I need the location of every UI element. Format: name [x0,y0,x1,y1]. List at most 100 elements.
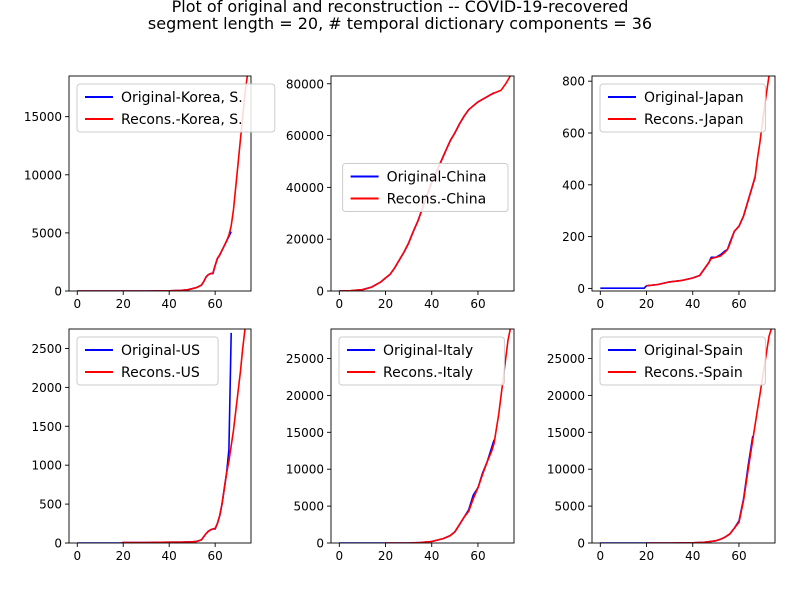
figure-title-line-2: segment length = 20, # temporal dictiona… [147,14,653,33]
x-tick-label: 0 [73,297,81,311]
y-tick-label: 15000 [286,426,324,440]
legend-label-original: Original-Italy [383,343,473,359]
axes-frame [591,328,776,544]
legend: Original-Italy Recons.-Italy [338,336,505,386]
y-tick-label: 0 [577,282,585,296]
legend-label-original: Original-Korea, S. [121,90,243,106]
y-tick-label: 25000 [286,352,324,366]
y-tick-label: 500 [39,498,62,512]
subplot-2: 0 20 40 60 0 20000 40000 60000 80000 Original-Chi… [286,75,515,311]
y-tick-label: 0 [54,285,62,299]
legend: Original-Korea, S. Recons.-Korea, S. [76,83,276,133]
y-tick-label: 20000 [286,233,324,247]
series-line-reconstruction [385,329,512,543]
x-tick-label: 40 [685,297,700,311]
figure-title-line-1: Plot of original and reconstruction -- C… [171,0,629,16]
legend-label-original: Original-China [387,170,487,186]
y-tick-label: 0 [577,537,585,551]
subplot-4: 0 20 40 60 0 500 1000 1500 2000 2500 Original-US Re… [31,328,252,563]
legend-label-reconstruction: Recons.-US [121,365,200,381]
y-tick-label: 800 [562,75,585,89]
legend-label-original: Original-Spain [644,343,743,359]
axes-frame [68,75,252,292]
x-tick-label: 40 [685,549,700,563]
subplot-5: 0 20 40 60 0 5000 10000 15000 20000 25000 Original… [286,328,515,563]
x-tick-label: 60 [208,549,223,563]
x-tick-label: 0 [596,549,604,563]
legend-box [342,163,509,212]
y-tick-label: 200 [562,230,585,244]
legend: Original-Spain Recons.-Spain [599,336,766,386]
y-tick-label: 600 [562,126,585,140]
series-line-original [339,439,495,543]
y-tick-label: 400 [562,178,585,192]
x-tick-label: 20 [639,297,654,311]
series-line-reconstruction [646,76,770,287]
legend-label-reconstruction: Recons.-Spain [644,365,743,381]
y-tick-label: 1000 [31,459,62,473]
legend: Original-US Recons.-US [76,336,219,386]
y-tick-label: 10000 [547,463,585,477]
y-tick-label: 40000 [286,181,324,195]
y-tick-label: 60000 [286,129,324,143]
legend-label-reconstruction: Recons.-Japan [644,112,743,128]
x-tick-label: 0 [335,549,343,563]
legend-box [338,336,505,386]
axes-frame [330,328,515,544]
y-tick-label: 2000 [31,381,62,395]
legend-box [76,83,276,133]
series-line-reconstruction [120,329,246,543]
x-tick-label: 40 [424,549,439,563]
y-tick-label: 20000 [547,389,585,403]
x-tick-label: 20 [639,549,654,563]
x-tick-label: 40 [162,549,177,563]
y-tick-label: 20000 [286,389,324,403]
x-tick-label: 0 [73,549,81,563]
x-tick-label: 60 [470,297,485,311]
x-tick-label: 60 [470,549,485,563]
x-tick-label: 40 [162,297,177,311]
x-tick-label: 60 [208,297,223,311]
x-tick-label: 20 [116,297,131,311]
legend-label-reconstruction: Recons.-China [387,192,487,208]
x-tick-label: 0 [596,297,604,311]
x-tick-label: 20 [378,549,393,563]
x-tick-label: 60 [731,549,746,563]
y-tick-label: 1500 [31,420,62,434]
y-tick-label: 10000 [286,463,324,477]
y-tick-label: 15000 [547,426,585,440]
subplot-3: 0 20 40 600200400600800Original-JapanRecons… [562,75,776,311]
axes-frame [330,75,515,292]
x-tick-label: 0 [335,297,343,311]
y-tick-label: 0 [316,537,324,551]
y-tick-label: 80000 [286,77,324,91]
legend-label-reconstruction: Recons.-Italy [383,365,473,381]
y-tick-label: 15000 [24,110,62,124]
legend: Original-Japan Recons.-Japan [599,83,766,133]
x-tick-label: 20 [378,297,393,311]
subplot-6: 0 20 40 60 0 5000 10000 15000 20000 25000 Original… [547,328,776,563]
x-tick-label: 40 [424,297,439,311]
x-tick-label: 20 [116,549,131,563]
y-tick-label: 2500 [31,342,62,356]
y-tick-label: 5000 [293,500,324,514]
axes-frame [68,328,252,544]
legend-box [599,336,766,386]
series-line-original [600,435,754,543]
legend-label-original: Original-Japan [644,90,744,106]
legend: Original-China Recons.-China [342,163,509,212]
legend-label-reconstruction: Recons.-Korea, S. [121,112,243,128]
series-line-original [600,176,756,290]
subplot-1: 0 20 40 60 0 5000 10000 15000 Original-Korea, S.… [24,75,276,311]
legend-box [599,83,766,133]
axes-frame [591,75,776,292]
legend-label-original: Original-US [121,343,200,359]
x-tick-label: 60 [731,297,746,311]
y-tick-label: 25000 [547,352,585,366]
series-line-original [77,231,232,291]
y-tick-label: 10000 [24,168,62,182]
y-tick-label: 5000 [31,226,62,240]
y-tick-label: 5000 [554,500,585,514]
y-tick-label: 0 [54,537,62,551]
